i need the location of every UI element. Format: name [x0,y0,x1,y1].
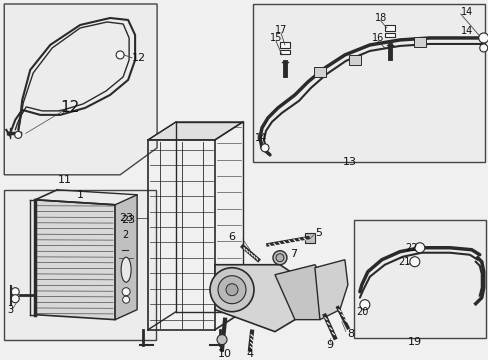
Text: 23: 23 [119,213,133,223]
Text: 15: 15 [269,33,282,43]
Bar [348,55,360,65]
Circle shape [478,33,488,43]
Text: 13: 13 [342,157,356,167]
Text: 10: 10 [218,348,231,359]
Bar [280,50,289,54]
Circle shape [479,44,487,52]
Bar [118,240,134,305]
Text: 3: 3 [7,305,13,315]
Ellipse shape [121,257,131,282]
Text: 4: 4 [246,348,253,359]
Polygon shape [4,4,157,175]
Text: 11: 11 [58,175,72,185]
Text: 23: 23 [121,215,135,225]
Bar [353,220,485,338]
Text: 12: 12 [61,100,80,116]
Text: 7: 7 [289,249,297,259]
Bar [280,42,289,48]
Polygon shape [115,195,137,320]
Circle shape [272,251,286,265]
Bar [4,190,156,339]
Circle shape [122,296,129,303]
Circle shape [359,300,369,310]
Polygon shape [148,122,243,140]
Circle shape [409,257,419,267]
Polygon shape [314,260,347,320]
Bar [313,67,325,77]
Polygon shape [35,200,115,320]
Text: 14: 14 [460,7,472,17]
Bar [252,4,484,162]
Bar [413,37,425,47]
Text: 19: 19 [407,337,421,347]
Text: 12: 12 [132,53,146,63]
Bar [384,33,394,37]
Circle shape [261,144,268,152]
Circle shape [414,243,424,253]
Circle shape [116,51,124,59]
Bar [384,25,394,31]
Text: 14: 14 [254,133,267,143]
Text: 5: 5 [314,228,321,238]
Text: 21: 21 [397,257,409,267]
Circle shape [217,335,226,345]
Circle shape [11,288,19,296]
Circle shape [218,276,245,304]
Text: 9: 9 [325,339,333,350]
Circle shape [122,288,130,296]
Text: 1: 1 [77,190,83,200]
Circle shape [225,284,238,296]
Polygon shape [274,265,324,320]
Circle shape [15,131,21,138]
Text: 14: 14 [460,26,472,36]
Text: 16: 16 [371,33,384,43]
Circle shape [275,254,284,262]
Text: 8: 8 [346,329,353,339]
Circle shape [210,268,253,312]
Text: 2: 2 [122,230,128,240]
Text: 17: 17 [274,25,287,35]
Polygon shape [215,265,294,332]
Bar [305,233,314,243]
Text: 20: 20 [355,307,367,317]
Text: 6: 6 [228,232,235,242]
Text: 18: 18 [374,13,386,23]
Circle shape [11,295,19,303]
Text: 22: 22 [404,243,416,253]
